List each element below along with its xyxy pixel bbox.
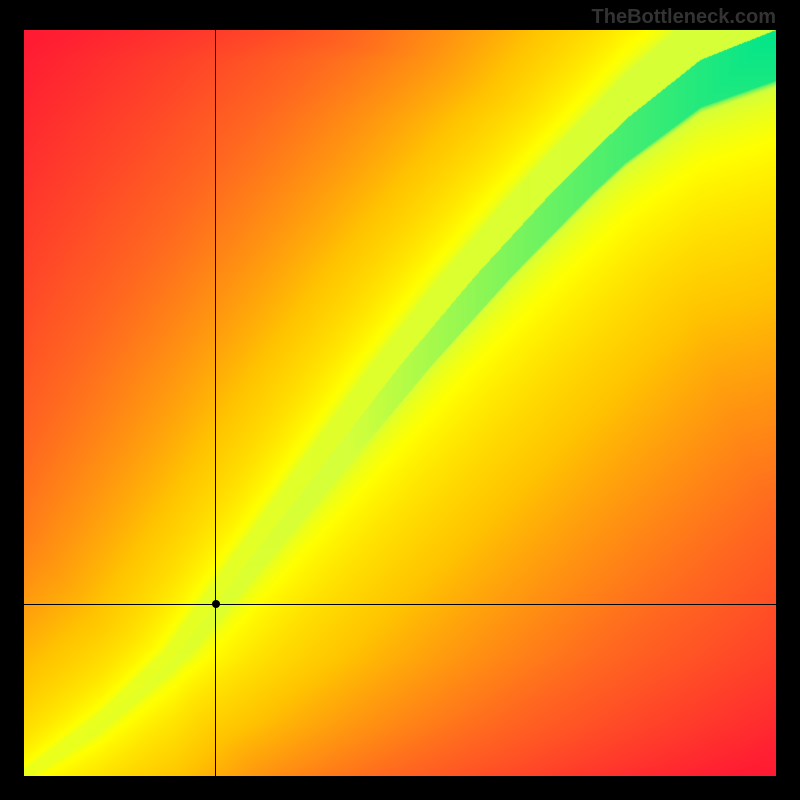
watermark-text: TheBottleneck.com (592, 6, 776, 29)
crosshair-vertical (215, 30, 216, 776)
crosshair-marker (212, 600, 220, 608)
crosshair-horizontal (24, 604, 776, 605)
chart-container (24, 30, 776, 776)
bottleneck-heatmap (24, 30, 776, 776)
